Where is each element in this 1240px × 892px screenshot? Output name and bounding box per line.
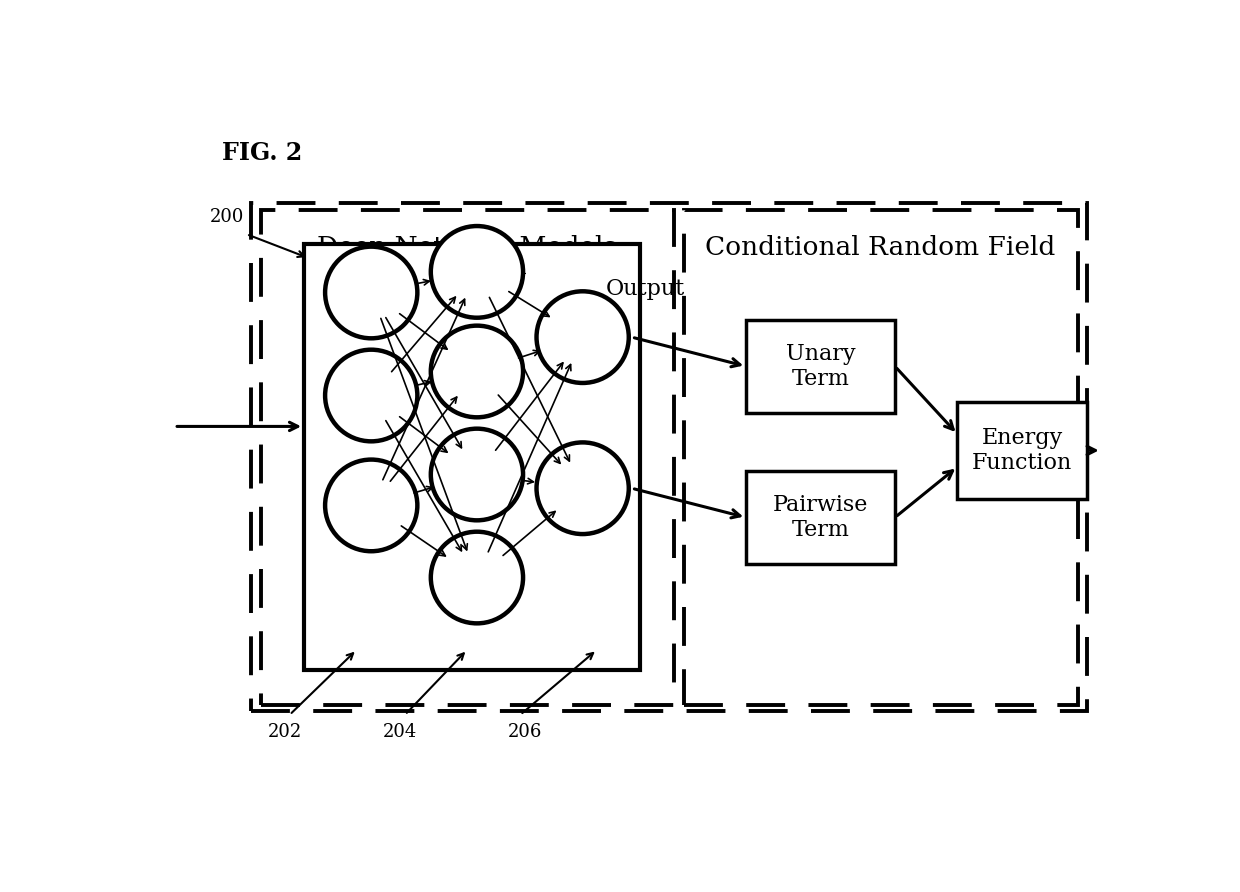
Text: Conditional Random Field: Conditional Random Field: [706, 235, 1055, 260]
Text: FIG. 2: FIG. 2: [222, 141, 303, 165]
Bar: [250, 203, 1087, 712]
Text: 206: 206: [508, 723, 542, 741]
Text: 204: 204: [383, 723, 417, 741]
Text: 200: 200: [210, 208, 244, 226]
Text: Energy
Function: Energy Function: [972, 426, 1073, 475]
Text: Pairwise
Term: Pairwise Term: [773, 494, 868, 541]
Ellipse shape: [325, 350, 418, 442]
Ellipse shape: [537, 442, 629, 534]
Text: Hidden: Hidden: [445, 258, 528, 279]
Ellipse shape: [430, 532, 523, 624]
Bar: [746, 471, 895, 564]
Bar: [957, 402, 1087, 499]
Ellipse shape: [430, 326, 523, 417]
Bar: [683, 211, 1078, 705]
Text: Unary
Term: Unary Term: [786, 343, 856, 390]
Text: Input: Input: [331, 271, 392, 293]
Text: 202: 202: [268, 723, 301, 741]
Bar: [304, 244, 640, 670]
Ellipse shape: [430, 429, 523, 520]
Ellipse shape: [430, 226, 523, 318]
Ellipse shape: [325, 459, 418, 551]
Bar: [260, 211, 675, 705]
Ellipse shape: [325, 247, 418, 338]
Bar: [746, 320, 895, 413]
Ellipse shape: [537, 292, 629, 383]
Text: Output: Output: [605, 278, 684, 300]
Text: Deep Network Models: Deep Network Models: [317, 235, 618, 260]
